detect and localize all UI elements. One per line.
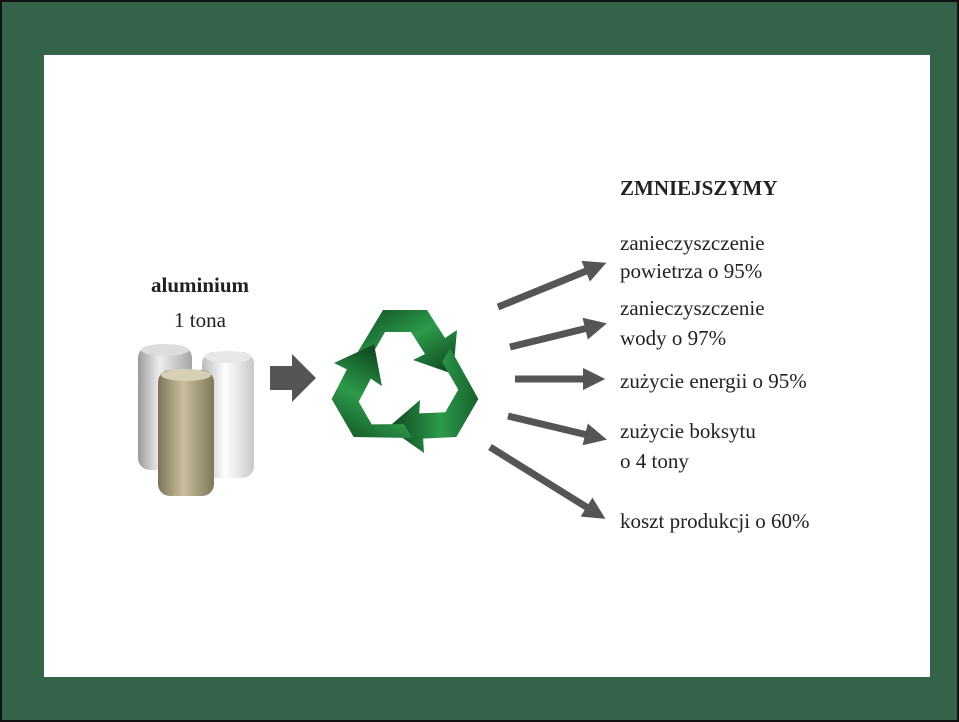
diagram: aluminium 1 tona ZMNIEJSZYMY zanieczyszc…: [0, 0, 959, 722]
effect-text: zanieczyszczenie: [620, 231, 765, 255]
effect-text: wody o 97%: [620, 326, 726, 350]
material: aluminium: [151, 273, 250, 297]
effect-text: zużycie boksytu: [620, 419, 756, 443]
effect-text: o 4 tony: [620, 449, 689, 473]
effect-text: zanieczyszczenie: [620, 296, 765, 320]
effect-text: koszt produkcji o 60%: [620, 509, 810, 533]
effect-text: powietrza o 95%: [620, 259, 762, 283]
heading: ZMNIEJSZYMY: [620, 176, 778, 200]
amount: 1 tona: [174, 308, 227, 332]
effect-text: zużycie energii o 95%: [620, 369, 807, 393]
